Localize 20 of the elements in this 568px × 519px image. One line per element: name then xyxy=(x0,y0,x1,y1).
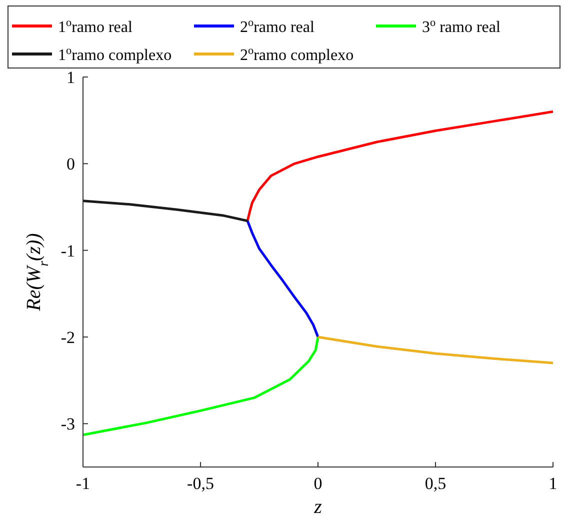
line-series xyxy=(246,220,320,338)
legend-label: 2$^{o}$ramo complexo xyxy=(240,45,354,64)
x-tick-label: 1 xyxy=(548,474,558,493)
line-series xyxy=(246,110,553,222)
y-tick-label: -2 xyxy=(60,328,75,347)
legend-label: 1$^{o}$ramo complexo xyxy=(58,45,172,64)
line-series xyxy=(83,200,249,222)
line-series xyxy=(83,336,320,436)
y-tick-label: 1 xyxy=(66,68,75,87)
legend-label: 3$^{o}$ ramo real xyxy=(422,17,501,36)
line-series xyxy=(316,336,553,364)
x-tick-label: 0 xyxy=(314,474,322,493)
y-tick-label: 0 xyxy=(66,154,75,174)
x-tick-label: 0,5 xyxy=(424,474,446,493)
y-tick-label: -1 xyxy=(60,241,75,260)
legend-label: 1$^{o}$ramo real xyxy=(58,17,133,36)
legend-label: 2$^{o}$ramo real xyxy=(240,17,315,36)
y-tick-label: -3 xyxy=(60,414,75,434)
x-axis-title: z xyxy=(313,496,322,518)
x-tick-label: -0,5 xyxy=(187,474,214,493)
